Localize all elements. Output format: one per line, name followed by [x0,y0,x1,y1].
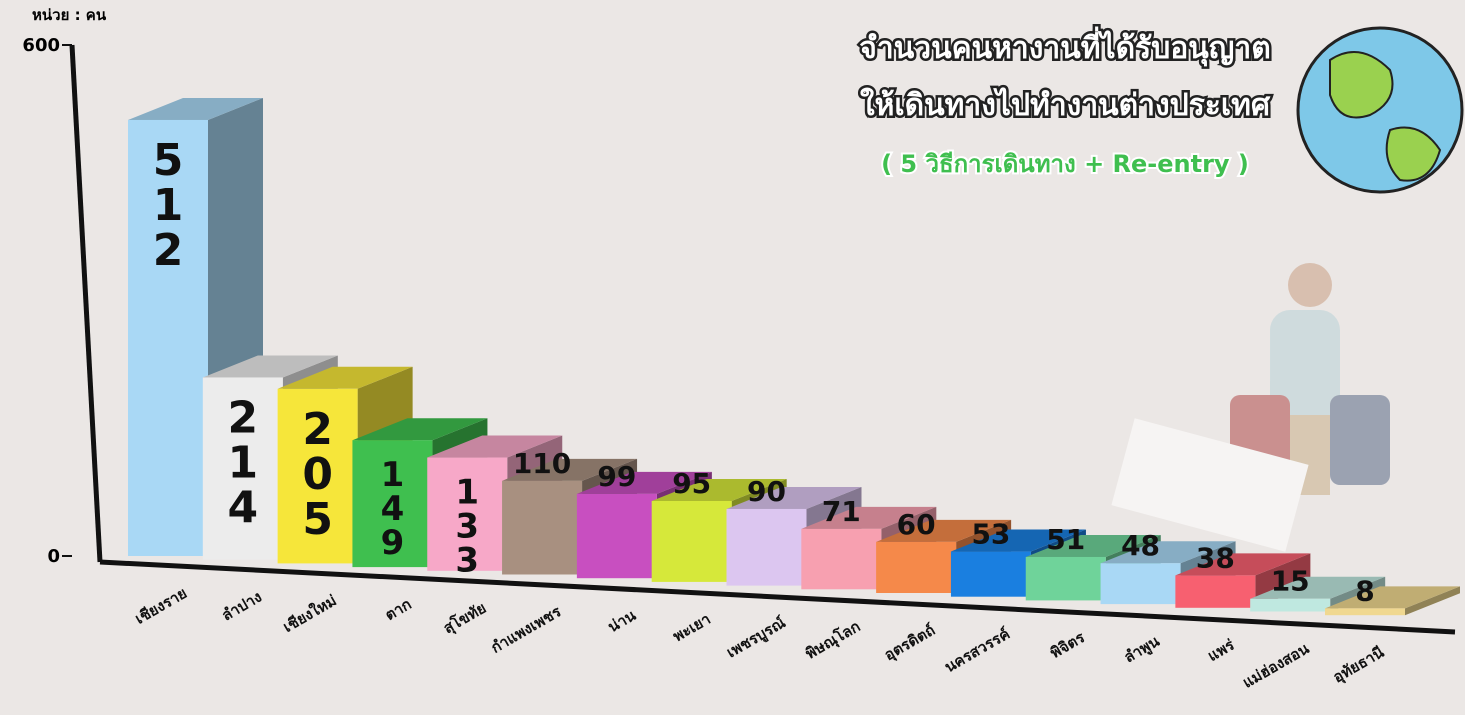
value-label: 110 [513,447,571,480]
bar-front [577,494,657,578]
value-label: 51 [1046,523,1085,556]
y-tick-label: 0 [47,546,60,567]
value-label: 95 [672,467,711,500]
value-label: 71 [822,495,861,528]
bar-front [1250,599,1330,612]
chart-subtitle: ( 5 วิธีการเดินทาง + Re-entry ) [881,150,1249,178]
bar-front [502,481,582,575]
value-label: 8 [1355,574,1374,607]
value-label: 214 [217,392,268,527]
bar-front [652,501,732,582]
y-axis-label: หน่วย : คน [32,6,107,24]
bar-front [1325,608,1405,615]
chart-title: ให้เดินทางไปทำงานต่างประเทศ [860,87,1271,123]
bar-front [951,552,1031,597]
value-label: 512 [143,135,194,270]
value-label: 205 [292,404,343,539]
bar-front [1026,557,1106,600]
bar-front [801,529,881,589]
value-label: 133 [447,473,487,575]
bar-front [1101,563,1181,604]
bar-front [876,542,956,593]
value-label: 53 [971,518,1010,551]
chart: หน่วย : คน จำนวนคนหางานที่ได้รับอนุญาต ใ… [0,0,1465,711]
chart-title: จำนวนคนหางานที่ได้รับอนุญาต [859,26,1270,67]
y-tick-label: 600 [22,35,60,56]
value-label: 149 [372,455,412,557]
value-label: 60 [897,508,936,541]
globe-illustration [1298,28,1462,192]
value-label: 38 [1196,541,1235,574]
value-label: 48 [1121,529,1160,562]
bar-front [1175,575,1255,607]
bar-front [727,509,807,586]
value-label: 15 [1271,565,1310,598]
value-label: 90 [747,475,786,508]
value-label: 99 [597,460,636,493]
